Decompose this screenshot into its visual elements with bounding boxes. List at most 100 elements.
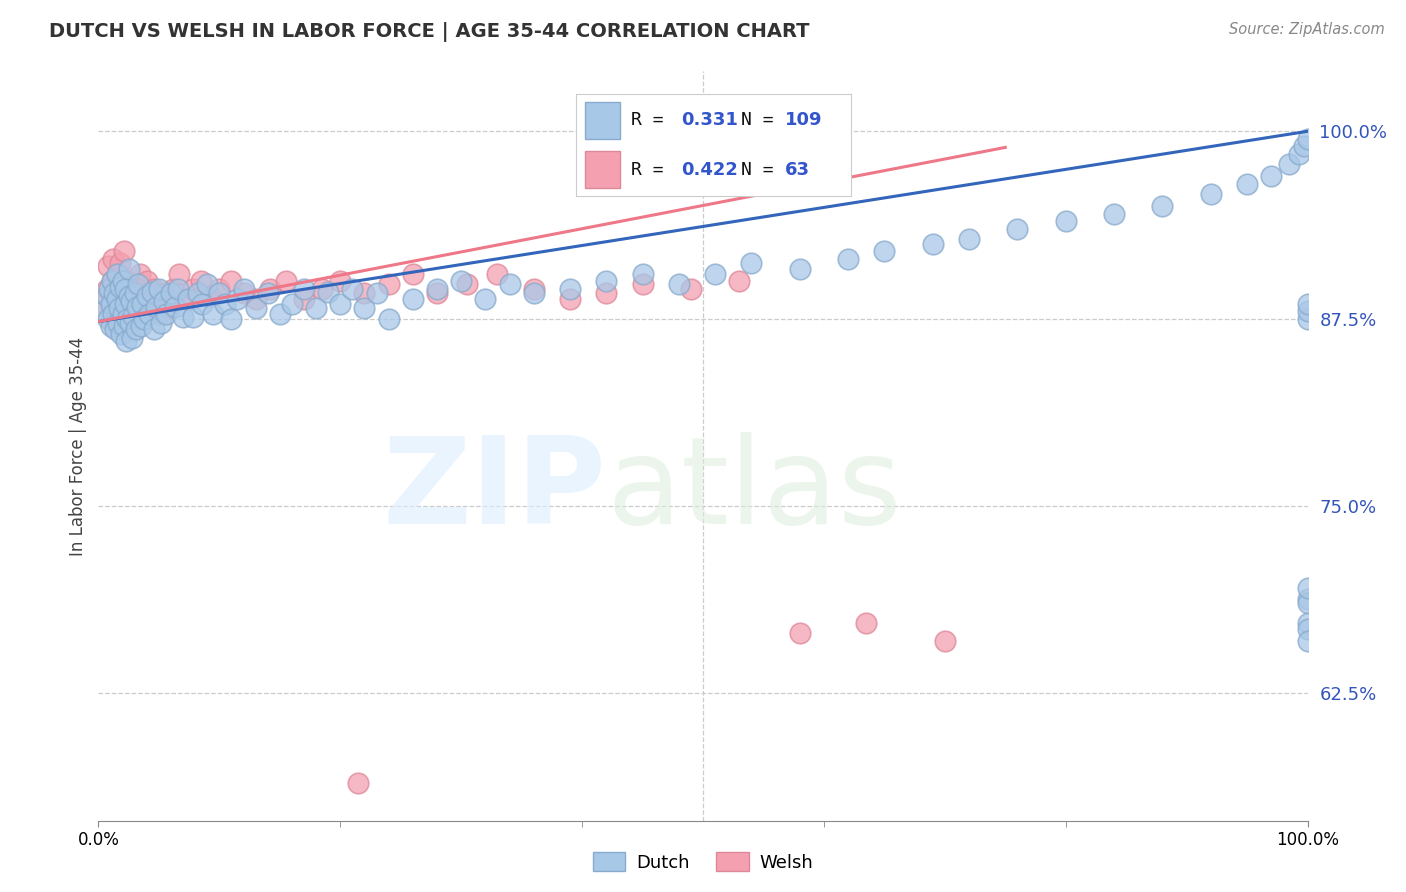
Point <box>112 244 135 259</box>
Point <box>101 307 124 321</box>
Point <box>208 282 231 296</box>
Point <box>668 277 690 292</box>
Point <box>1278 157 1301 171</box>
Text: Source: ZipAtlas.com: Source: ZipAtlas.com <box>1229 22 1385 37</box>
Point <box>1007 221 1029 235</box>
Point <box>139 296 162 310</box>
Point <box>191 296 214 310</box>
Point <box>127 300 149 314</box>
Point <box>115 334 138 348</box>
Point <box>111 274 134 288</box>
Point <box>292 292 315 306</box>
Point <box>347 776 370 790</box>
Point <box>103 301 125 315</box>
Point <box>118 316 141 330</box>
Point <box>117 274 139 288</box>
Point <box>108 280 131 294</box>
Point <box>105 292 128 306</box>
Point <box>121 331 143 345</box>
Text: 0.422: 0.422 <box>681 161 738 178</box>
Point <box>631 277 654 292</box>
Point <box>114 282 136 296</box>
Text: 0.331: 0.331 <box>681 112 738 129</box>
Point <box>117 311 139 326</box>
Point <box>121 311 143 326</box>
Point <box>148 307 170 321</box>
Point <box>110 326 132 341</box>
Point <box>523 286 546 301</box>
Point <box>259 282 281 296</box>
Text: R =: R = <box>631 161 675 178</box>
Point <box>145 300 167 314</box>
Point <box>305 301 328 315</box>
Point <box>595 274 617 288</box>
Point <box>1260 169 1282 184</box>
Legend: Dutch, Welsh: Dutch, Welsh <box>585 846 821 879</box>
Point <box>426 286 449 301</box>
FancyBboxPatch shape <box>585 102 620 139</box>
Point <box>269 307 291 321</box>
Point <box>100 311 122 326</box>
Point <box>1296 615 1319 630</box>
Point <box>120 282 142 296</box>
Point <box>181 282 204 296</box>
Point <box>124 301 146 315</box>
Point <box>498 277 520 292</box>
Point <box>93 304 115 318</box>
Point <box>329 274 352 288</box>
Point <box>558 282 581 296</box>
Point <box>456 277 478 292</box>
Point <box>1296 633 1319 648</box>
Point <box>855 615 877 630</box>
Point <box>120 293 142 308</box>
Text: atlas: atlas <box>606 433 901 549</box>
Point <box>118 262 141 277</box>
Point <box>155 307 177 321</box>
Point <box>141 285 163 299</box>
Point <box>101 252 124 266</box>
Point <box>1296 582 1319 596</box>
Point <box>96 282 118 296</box>
Point <box>131 311 153 326</box>
Point <box>232 282 254 296</box>
Point <box>98 282 121 296</box>
Point <box>131 296 153 310</box>
Point <box>198 289 221 303</box>
Point <box>118 301 141 315</box>
Point <box>107 267 129 281</box>
Point <box>93 296 115 310</box>
Point <box>135 274 157 288</box>
Point <box>353 301 375 315</box>
Point <box>789 262 811 277</box>
Point <box>789 626 811 640</box>
Text: N =: N = <box>741 161 773 178</box>
Point <box>595 286 617 301</box>
Point <box>450 274 472 288</box>
Point <box>162 282 184 296</box>
Point <box>104 322 127 336</box>
Point <box>873 244 896 259</box>
Point <box>1296 596 1319 610</box>
Point <box>118 289 141 303</box>
Point <box>486 267 509 281</box>
Point <box>160 286 183 301</box>
Point <box>97 259 120 273</box>
Point <box>114 311 136 326</box>
FancyBboxPatch shape <box>585 151 620 188</box>
Point <box>1199 187 1222 202</box>
Point <box>523 282 546 296</box>
Point <box>292 282 315 296</box>
Point <box>214 296 236 310</box>
Point <box>114 296 136 310</box>
Point <box>127 277 149 292</box>
Point <box>1236 177 1258 191</box>
Point <box>108 256 131 270</box>
Point <box>177 292 200 306</box>
Point <box>221 311 243 326</box>
Point <box>152 286 174 301</box>
Point <box>100 274 122 288</box>
Point <box>100 296 122 310</box>
Point <box>122 309 145 323</box>
Point <box>679 282 702 296</box>
Point <box>256 286 278 301</box>
